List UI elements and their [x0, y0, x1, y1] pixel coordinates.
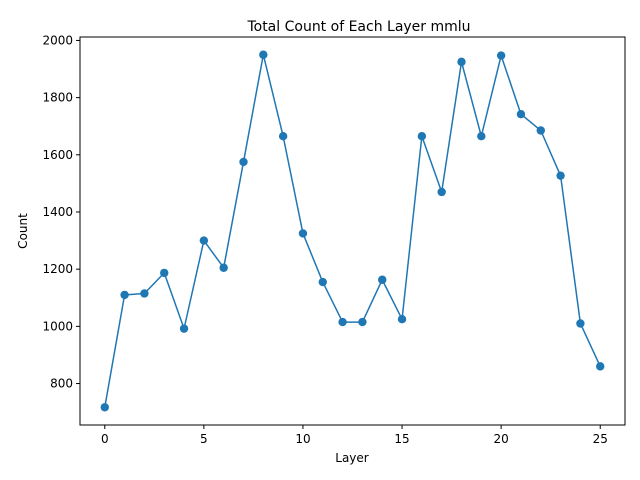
data-point — [457, 57, 466, 67]
chart-title: Total Count of Each Layer mmlu — [246, 19, 470, 35]
y-tick-label: 1200 — [42, 262, 73, 276]
y-tick-label: 1800 — [42, 91, 73, 105]
x-tick-label: 5 — [200, 432, 208, 446]
data-point — [338, 317, 347, 327]
data-point — [596, 362, 605, 371]
data-point — [179, 324, 189, 333]
series-line — [104, 53, 601, 408]
y-tick-label: 1600 — [42, 148, 73, 162]
data-point — [298, 229, 308, 238]
data-point — [516, 109, 526, 119]
y-tick-label: 2000 — [42, 33, 73, 47]
x-tick-label: 20 — [493, 432, 508, 446]
axes-frame — [79, 36, 626, 426]
data-point — [140, 289, 149, 298]
y-tick-label: 800 — [50, 377, 73, 391]
data-point — [239, 157, 248, 167]
data-point — [259, 50, 268, 59]
data-point — [397, 315, 407, 324]
x-axis-label: Layer — [335, 451, 369, 465]
data-point — [100, 403, 109, 412]
data-point — [120, 290, 129, 300]
data-point — [437, 187, 446, 197]
y-tick-label: 1400 — [42, 205, 73, 219]
data-point — [199, 236, 209, 245]
data-point — [576, 319, 585, 328]
data-point — [417, 132, 427, 141]
data-point — [477, 132, 486, 141]
x-tick-label: 15 — [394, 432, 409, 446]
series-layer — [100, 50, 605, 412]
y-axis-label: Count — [16, 213, 30, 249]
data-point — [556, 171, 565, 180]
x-axis: 0 5 10 15 20 25 — [101, 425, 608, 446]
data-point — [496, 51, 506, 60]
data-point — [358, 317, 367, 327]
data-point — [160, 268, 169, 278]
x-tick-label: 0 — [101, 432, 109, 446]
data-point — [278, 132, 288, 141]
x-tick-label: 10 — [295, 432, 310, 446]
y-tick-label: 1000 — [42, 319, 73, 333]
data-point — [378, 275, 387, 284]
data-point — [536, 126, 545, 135]
y-axis: 800 1000 1200 1400 1600 1800 2000 — [42, 33, 80, 391]
data-point — [219, 263, 228, 272]
data-point — [318, 277, 327, 287]
x-tick-label: 25 — [593, 432, 608, 446]
